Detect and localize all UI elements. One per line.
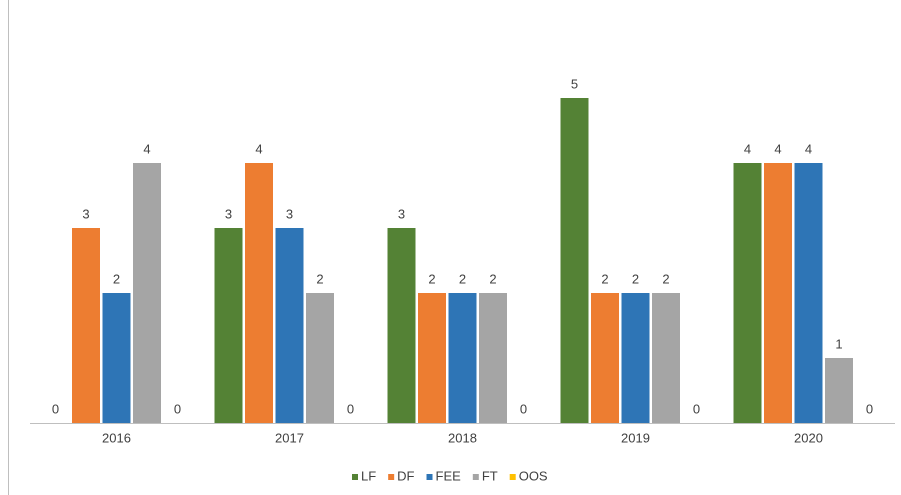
data-label: 2 <box>459 271 466 286</box>
data-label: 2 <box>428 271 435 286</box>
data-label: 4 <box>255 141 262 156</box>
legend-marker <box>509 474 516 480</box>
bar <box>306 293 334 423</box>
legend-label: FEE <box>436 468 462 483</box>
data-label: 1 <box>835 336 842 351</box>
data-label: 4 <box>805 141 812 156</box>
x-tick-label: 2020 <box>794 430 823 445</box>
data-label: 3 <box>82 206 89 221</box>
data-label: 2 <box>113 271 120 286</box>
data-label: 2 <box>662 271 669 286</box>
data-label: 0 <box>347 401 354 416</box>
bar <box>621 293 650 423</box>
bar <box>479 293 507 423</box>
x-tick-label: 2018 <box>448 430 477 445</box>
legend-label: DF <box>397 468 414 483</box>
bar <box>825 358 853 423</box>
bar <box>591 293 619 423</box>
data-label: 0 <box>52 401 59 416</box>
data-label: 3 <box>398 206 405 221</box>
x-tick-label: 2016 <box>102 430 131 445</box>
data-label: 0 <box>866 401 873 416</box>
legend-label: FT <box>482 468 498 483</box>
data-label: 4 <box>774 141 781 156</box>
data-label: 4 <box>143 141 150 156</box>
bar <box>560 98 589 423</box>
data-label: 0 <box>174 401 181 416</box>
bar <box>245 163 273 423</box>
legend-marker <box>426 474 433 480</box>
data-label: 2 <box>316 271 323 286</box>
bar <box>102 293 131 423</box>
bar <box>418 293 446 423</box>
legend-label: LF <box>361 468 376 483</box>
legend-marker <box>352 474 358 480</box>
legend-marker <box>388 474 395 480</box>
data-label: 2 <box>632 271 639 286</box>
legend-label: OOS <box>519 468 548 483</box>
data-label: 3 <box>225 206 232 221</box>
data-label: 2 <box>601 271 608 286</box>
bar <box>133 163 161 423</box>
bar <box>275 228 304 423</box>
bar <box>387 228 416 423</box>
bar <box>448 293 477 423</box>
x-tick-label: 2019 <box>621 430 650 445</box>
data-label: 4 <box>744 141 751 156</box>
bar <box>733 163 762 423</box>
bar <box>794 163 823 423</box>
data-label: 0 <box>520 401 527 416</box>
data-label: 3 <box>286 206 293 221</box>
data-label: 5 <box>571 76 578 91</box>
legend-marker <box>472 474 479 480</box>
bar <box>652 293 680 423</box>
bar <box>72 228 100 423</box>
bar <box>214 228 243 423</box>
data-label: 2 <box>489 271 496 286</box>
x-tick-label: 2017 <box>275 430 304 445</box>
data-label: 0 <box>693 401 700 416</box>
bar <box>764 163 792 423</box>
